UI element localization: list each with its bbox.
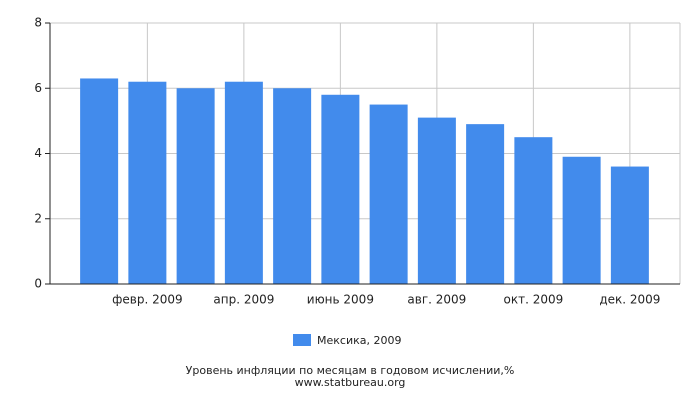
x-tick-label: апр. 2009 <box>213 293 274 307</box>
bar <box>321 94 360 285</box>
bar <box>80 78 119 285</box>
bar <box>514 137 553 284</box>
x-tick-label: июнь 2009 <box>307 293 374 307</box>
source: www.statbureau.org <box>295 376 406 389</box>
x-tick-label: окт. 2009 <box>504 293 564 307</box>
y-tick-label: 4 <box>34 146 42 160</box>
bar <box>273 88 312 284</box>
bar <box>610 166 649 284</box>
x-tick-label: дек. 2009 <box>599 293 660 307</box>
bar <box>224 81 263 284</box>
x-tick-label: февр. 2009 <box>112 293 183 307</box>
bar <box>369 104 408 284</box>
y-tick-label: 6 <box>34 81 42 95</box>
legend-label: Мексика, 2009 <box>317 334 401 347</box>
bar <box>128 81 167 284</box>
bar <box>417 117 456 284</box>
y-tick-label: 8 <box>34 16 42 30</box>
x-tick-label: авг. 2009 <box>407 293 466 307</box>
chart-title: Уровень инфляции по месяцам в годовом ис… <box>186 364 515 377</box>
y-tick-label: 2 <box>34 211 42 225</box>
legend-swatch <box>293 334 311 346</box>
bar <box>562 156 601 284</box>
y-tick-label: 0 <box>34 277 42 291</box>
bar <box>466 124 505 284</box>
bar <box>176 88 215 284</box>
